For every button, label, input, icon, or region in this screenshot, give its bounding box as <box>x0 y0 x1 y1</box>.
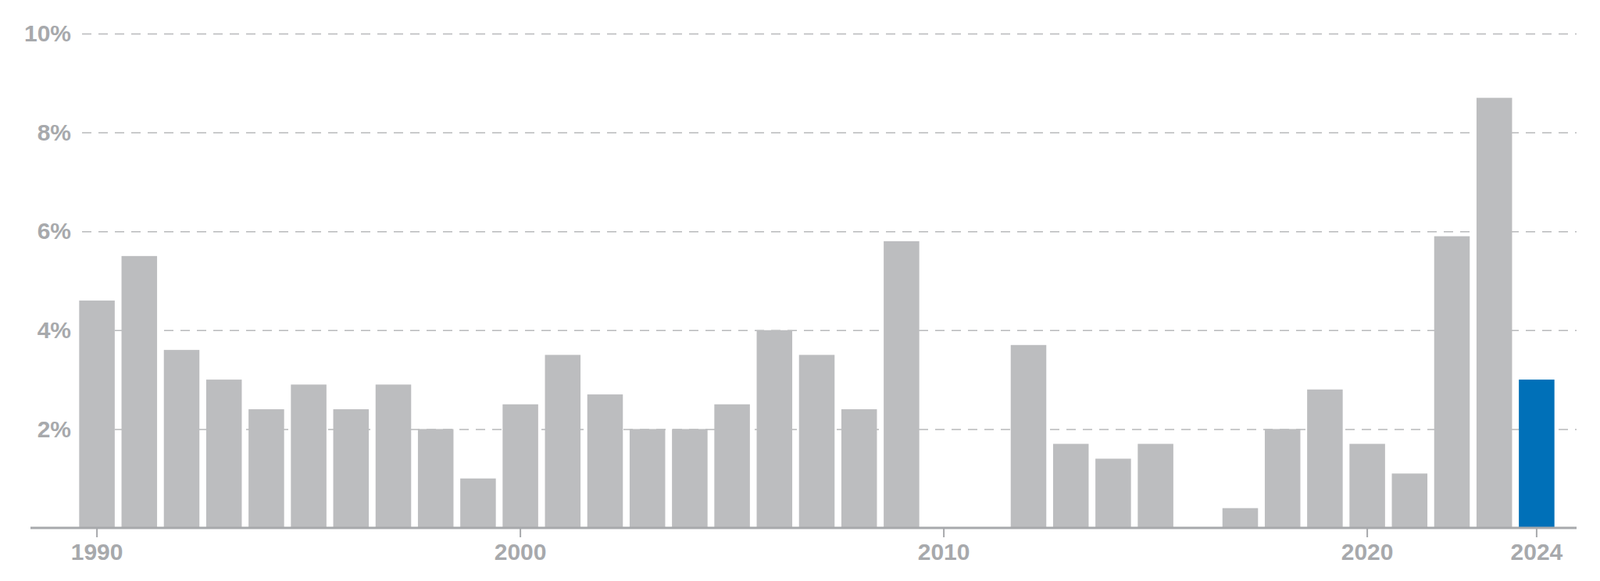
x-tick-label: 2020 <box>1341 539 1394 565</box>
bar <box>121 256 158 529</box>
y-tick-label: 10% <box>24 20 72 47</box>
bar <box>290 384 327 529</box>
chart: 2% 4% 6% 8% 10% 1990 2000 2010 2020 2024 <box>0 0 1600 581</box>
y-tick: 6% <box>37 217 1577 244</box>
bar <box>1518 379 1555 529</box>
bars <box>78 97 1554 529</box>
y-tick-label: 4% <box>37 317 72 343</box>
y-tick-label: 8% <box>37 119 72 146</box>
bar <box>883 241 920 529</box>
x-tick: 2000 <box>494 528 547 565</box>
x-tick: 2020 <box>1341 528 1394 565</box>
bar <box>629 428 666 529</box>
x-tick-mark <box>1366 528 1368 538</box>
grid-line <box>82 33 1577 36</box>
bar <box>417 428 454 529</box>
bar <box>671 428 708 529</box>
y-axis: 2% 4% 6% 8% 10% <box>24 20 1577 529</box>
bar <box>1095 458 1132 529</box>
y-tick-label: 2% <box>37 416 72 443</box>
bar <box>1010 345 1047 529</box>
bar <box>545 354 582 529</box>
bar <box>502 404 539 529</box>
bar <box>333 409 370 529</box>
bar <box>206 379 243 529</box>
grid-line <box>82 132 1577 134</box>
bar <box>1222 508 1259 529</box>
bar <box>757 330 793 529</box>
x-tick-label: 1990 <box>71 539 124 565</box>
y-tick: 8% <box>37 119 1577 146</box>
bar <box>248 409 285 529</box>
x-tick: 2010 <box>917 528 971 565</box>
bar <box>78 300 115 529</box>
bar <box>1434 236 1471 529</box>
bar <box>1307 389 1343 529</box>
bar <box>799 354 836 529</box>
bar <box>164 350 200 529</box>
bar <box>375 384 412 529</box>
x-tick-mark <box>96 528 98 538</box>
bar <box>714 404 750 529</box>
bar <box>1137 443 1174 529</box>
y-axis-line <box>82 34 1578 529</box>
bar <box>1264 428 1301 529</box>
bar <box>587 394 624 529</box>
x-tick: 1990 <box>71 528 124 565</box>
grid-line <box>82 330 1577 333</box>
y-tick: 4% <box>37 317 1577 343</box>
bar <box>460 478 497 529</box>
x-tick-mark <box>942 528 945 538</box>
x-tick-label: 2010 <box>917 539 971 565</box>
bar <box>1476 97 1513 529</box>
x-tick: 2024 <box>1510 528 1564 565</box>
x-tick-label: 2000 <box>494 539 547 565</box>
x-tick-mark <box>1535 528 1538 538</box>
x-axis-line <box>30 527 1577 530</box>
bar <box>1349 443 1386 529</box>
x-axis: 1990 2000 2010 2020 2024 <box>30 528 1577 565</box>
bar <box>1392 473 1429 529</box>
x-tick-mark <box>519 528 522 538</box>
x-tick-label: 2024 <box>1510 539 1564 565</box>
grid-line <box>82 231 1577 233</box>
bar <box>1053 443 1090 529</box>
y-tick: 10% <box>24 20 1577 47</box>
y-tick-label: 6% <box>37 217 72 244</box>
bar <box>841 409 878 529</box>
